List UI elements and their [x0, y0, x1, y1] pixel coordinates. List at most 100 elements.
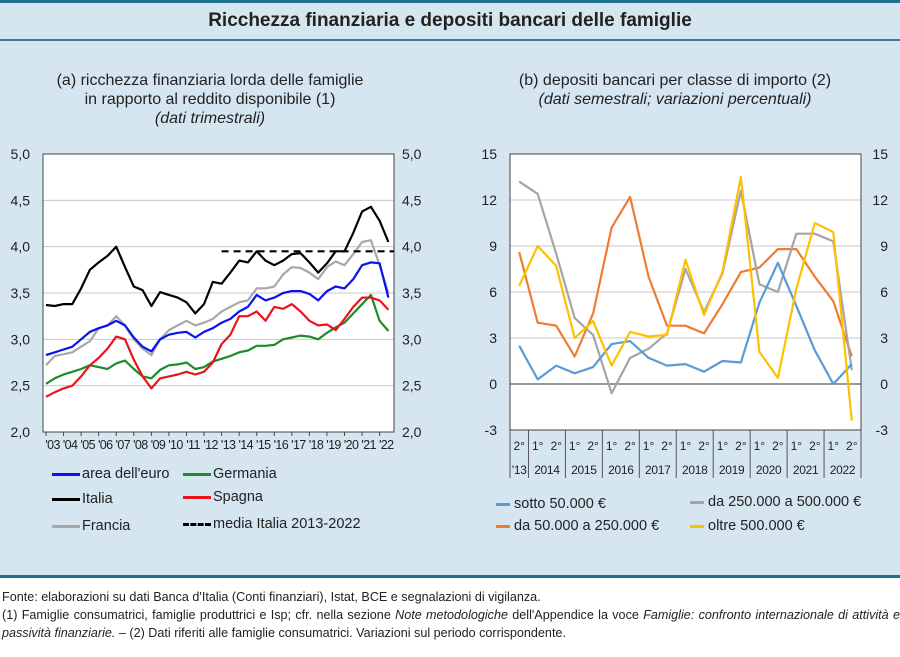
legend-swatch — [183, 495, 211, 499]
series-line-spagna — [45, 296, 390, 398]
series-line-germania — [45, 293, 390, 385]
right-x-period-label: 1° — [828, 439, 840, 453]
legend-swatch-dashed — [183, 522, 211, 526]
note-italic: Famiglie: confronto internazionale di at… — [2, 608, 900, 640]
left-y2-tick-label: 2,5 — [402, 378, 422, 394]
series-line-italia — [45, 205, 390, 315]
right-y-tick-label: 0 — [489, 376, 497, 392]
right-y2-tick-label: 6 — [880, 284, 888, 300]
left-subtitle: (dati trimestrali) — [154, 110, 266, 127]
left-title-line1: (a) ricchezza finanziaria lorda delle fa… — [56, 72, 364, 89]
left-plot-frame — [42, 153, 395, 433]
left-chart-title: (a) ricchezza finanziaria lorda delle fa… — [0, 71, 420, 128]
legend-label: sotto 50.000 € — [514, 496, 606, 512]
right-x-period-label: 2° — [513, 439, 525, 453]
legend-item-area-euro: area dell'euro — [52, 466, 169, 482]
legend-swatch — [496, 502, 510, 506]
legend-item-oltre-500000: oltre 500.000 € — [690, 518, 805, 534]
series-line-area-dell-euro — [45, 261, 390, 357]
right-chart-title: (b) depositi bancari per classe di impor… — [455, 71, 895, 109]
legend-label: da 250.000 a 500.000 € — [708, 494, 862, 510]
right-subtitle: (dati semestrali; variazioni percentuali… — [538, 91, 812, 108]
right-x-year-label: 2019 — [719, 463, 745, 477]
series-line-da-250-000-a-500-000 — [518, 180, 853, 395]
legend-label: media Italia 2013-2022 — [213, 516, 361, 532]
right-y-tick-label: -3 — [485, 422, 498, 438]
legend-item-media-italia: media Italia 2013-2022 — [183, 516, 361, 532]
right-y2-tick-label: 12 — [872, 192, 888, 208]
left-y2-tick-label: 5,0 — [402, 146, 422, 162]
left-x-tick-label: '13 — [221, 438, 236, 452]
right-y-tick-label: 6 — [489, 284, 497, 300]
right-y2-tick-label: 9 — [880, 238, 888, 254]
left-y2-tick-label: 3,0 — [402, 331, 422, 347]
figure-title: Ricchezza finanziaria e depositi bancari… — [0, 3, 900, 41]
series-line-da-50-000-a-250-000 — [518, 195, 853, 358]
legend-item-50000-250000: da 50.000 a 250.000 € — [496, 518, 659, 534]
left-x-tick-label: '16 — [274, 438, 289, 452]
legend-label: Italia — [82, 491, 113, 507]
right-x-period-label: 2° — [735, 439, 747, 453]
left-x-tick-label: '15 — [256, 438, 271, 452]
right-x-period-label: 1° — [680, 439, 692, 453]
legend-label: da 50.000 a 250.000 € — [514, 518, 660, 534]
right-x-period-label: 2° — [846, 439, 858, 453]
right-x-year-label: 2017 — [645, 463, 671, 477]
left-x-tick-label: '19 — [326, 438, 341, 452]
legend-label: Spagna — [213, 489, 263, 505]
series-line-oltre-500-000 — [518, 175, 853, 421]
right-title-line1: (b) depositi bancari per classe di impor… — [518, 72, 832, 89]
left-x-tick-label: '09 — [151, 438, 166, 452]
right-x-period-label: 1° — [532, 439, 544, 453]
right-x-period-label: 1° — [606, 439, 618, 453]
left-y-tick-label: 2,0 — [11, 424, 31, 440]
right-x-period-label: 2° — [587, 439, 599, 453]
right-x-period-label: 1° — [643, 439, 655, 453]
legend-swatch — [496, 524, 510, 528]
right-y-tick-label: 15 — [481, 146, 497, 162]
right-x-year-label: '13 — [512, 463, 527, 477]
legend-item-250000-500000: da 250.000 a 500.000 € — [690, 494, 861, 510]
footnotes: Fonte: elaborazioni su dati Banca d'Ital… — [2, 588, 900, 642]
right-y-tick-label: 12 — [481, 192, 497, 208]
right-x-year-label: 2020 — [756, 463, 782, 477]
right-x-period-label: 1° — [717, 439, 729, 453]
legend-label: Francia — [82, 518, 131, 534]
legend-item-germania: Germania — [183, 466, 277, 482]
note-text: dell'Appendice la voce — [507, 608, 644, 622]
footnote-1-2: (1) Famiglie consumatrici, famiglie prod… — [2, 606, 900, 642]
right-x-period-label: 2° — [698, 439, 710, 453]
left-x-tick-label: '14 — [238, 438, 253, 452]
left-x-tick-label: '07 — [116, 438, 131, 452]
legend-item-francia: Francia — [52, 518, 130, 534]
note-text: – (2) Dati riferiti alle famiglie consum… — [115, 626, 566, 640]
right-x-period-label: 2° — [661, 439, 673, 453]
left-y-tick-label: 4,5 — [11, 192, 31, 208]
legend-label: Germania — [213, 466, 277, 482]
right-y2-tick-label: 0 — [880, 376, 888, 392]
right-x-year-label: 2021 — [793, 463, 819, 477]
series-line-sotto-50-000 — [518, 261, 853, 386]
left-x-tick-label: '05 — [80, 438, 95, 452]
legend-swatch — [52, 472, 80, 476]
legend-swatch — [183, 472, 211, 476]
note-text: (1) Famiglie consumatrici, famiglie prod… — [2, 608, 396, 622]
legend-item-sotto-50000: sotto 50.000 € — [496, 496, 606, 512]
right-x-period-label: 1° — [754, 439, 766, 453]
right-y-tick-label: 3 — [489, 330, 497, 346]
left-y2-tick-label: 4,0 — [402, 239, 422, 255]
right-x-period-label: 2° — [624, 439, 636, 453]
right-y-tick-label: 9 — [489, 238, 497, 254]
left-x-tick-label: '04 — [63, 438, 78, 452]
right-x-period-label: 2° — [772, 439, 784, 453]
left-y-tick-label: 3,5 — [11, 285, 31, 301]
left-y2-tick-label: 3,5 — [402, 285, 422, 301]
left-x-tick-label: '03 — [45, 438, 60, 452]
legend-swatch — [52, 524, 80, 528]
left-x-tick-label: '11 — [186, 438, 200, 452]
left-title-line2: in rapporto al reddito disponibile (1) — [84, 91, 336, 108]
right-x-year-label: 2014 — [534, 463, 560, 477]
legend-swatch — [690, 500, 704, 504]
left-y2-tick-label: 4,5 — [402, 192, 422, 208]
